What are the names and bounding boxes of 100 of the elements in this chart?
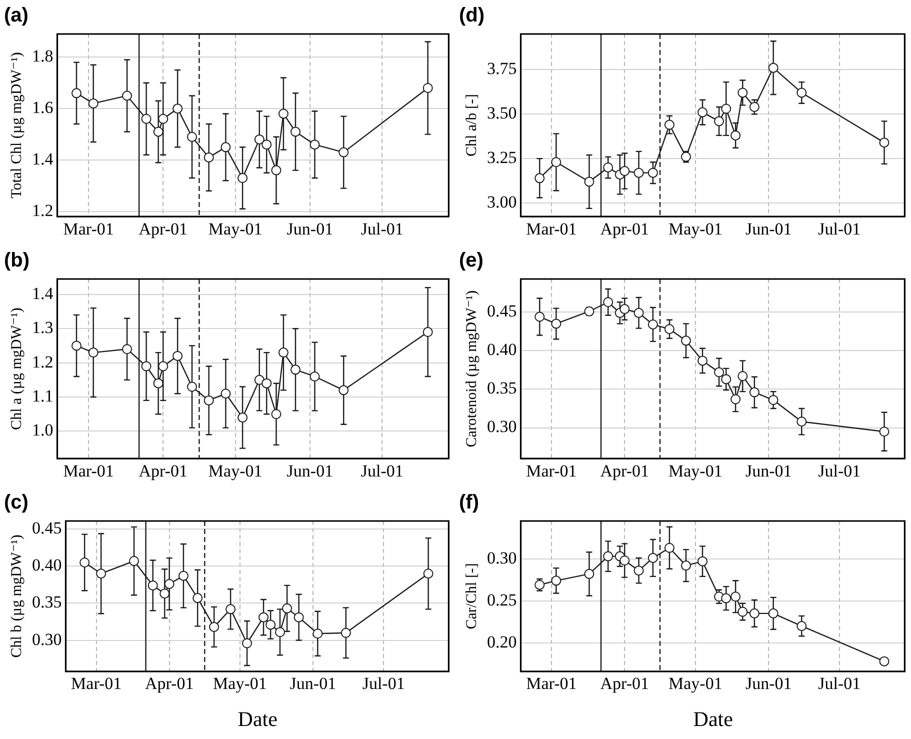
point	[603, 297, 614, 308]
y-tick-label: 0.30	[487, 417, 517, 436]
chart-title: (b)	[4, 250, 30, 272]
y-axis-title: Total Chl (µg mgDW⁻¹)	[8, 52, 25, 198]
x-tick-label: Jun-01	[290, 674, 336, 694]
point	[338, 385, 349, 396]
x-tick-label: May-01	[668, 674, 722, 694]
point	[730, 394, 741, 404]
point	[698, 107, 708, 118]
point	[262, 378, 272, 388]
point	[209, 622, 220, 632]
point	[551, 318, 562, 329]
y-axis-title: Chl a (µg mgDW⁻¹)	[8, 308, 25, 430]
x-tick-label: Jun-01	[745, 674, 792, 694]
point	[738, 371, 748, 382]
x-tick-label: Jul-01	[360, 461, 404, 480]
point	[749, 608, 760, 618]
point	[204, 395, 214, 406]
point	[664, 324, 674, 334]
point	[220, 142, 231, 152]
point	[238, 173, 248, 184]
x-axis-title: Date	[238, 706, 278, 731]
point	[714, 116, 724, 126]
x-tick-label: Jul-01	[818, 219, 861, 238]
x-tick-label: Jun-01	[745, 461, 792, 480]
point	[620, 166, 630, 176]
point	[634, 566, 644, 576]
y-axis-title: Chl a/b [-]	[464, 94, 480, 157]
chart-title: (d)	[459, 4, 485, 27]
x-tick-label: Mar-01	[71, 674, 122, 694]
point	[620, 304, 630, 314]
point	[172, 350, 183, 361]
point	[714, 367, 724, 378]
point	[141, 361, 152, 372]
point	[96, 568, 106, 579]
point	[738, 88, 748, 98]
y-tick-label: 1.0	[32, 420, 54, 440]
point	[238, 412, 248, 423]
point	[768, 395, 778, 406]
point	[698, 356, 708, 366]
x-tick-label: Apr-01	[600, 674, 649, 694]
point	[290, 364, 300, 375]
y-tick-label: 1.3	[32, 318, 54, 338]
point	[738, 606, 748, 617]
y-tick-label: 1.6	[32, 98, 54, 118]
x-tick-label: May-01	[208, 219, 262, 238]
point	[422, 83, 433, 94]
point	[721, 593, 732, 604]
point	[338, 147, 349, 158]
point	[584, 176, 594, 187]
y-tick-label: 0.30	[32, 630, 62, 649]
point	[680, 336, 691, 346]
point	[282, 603, 292, 614]
point	[153, 378, 164, 388]
y-axis-title: Carotenoid (µg mgDW⁻¹)	[464, 290, 480, 448]
point	[88, 98, 98, 108]
point	[620, 555, 630, 566]
point	[122, 344, 132, 354]
x-tick-label: May-01	[208, 461, 262, 480]
x-tick-label: Jul-01	[362, 674, 405, 694]
point	[274, 627, 285, 638]
point	[187, 132, 198, 142]
y-tick-label: 0.40	[32, 556, 62, 575]
point	[258, 612, 269, 622]
point	[310, 140, 320, 150]
y-tick-label: 3.75	[487, 59, 517, 78]
chart-title: (e)	[459, 250, 484, 272]
chart-title: (a)	[4, 4, 28, 27]
point	[192, 593, 203, 604]
point	[158, 361, 168, 372]
point	[122, 90, 132, 101]
point	[158, 114, 168, 124]
x-tick-label: Mar-01	[526, 674, 577, 694]
x-tick-label: Apr-01	[138, 461, 188, 480]
point	[164, 578, 174, 589]
x-tick-label: Mar-01	[526, 219, 577, 238]
x-axis-title: Date	[693, 706, 733, 731]
y-tick-label: 0.35	[487, 378, 517, 398]
point	[242, 638, 252, 648]
point	[271, 409, 282, 420]
x-tick-label: Jul-01	[818, 674, 861, 694]
point	[551, 576, 562, 586]
point	[879, 138, 890, 148]
point	[796, 621, 807, 632]
point	[310, 371, 320, 382]
x-tick-label: Apr-01	[138, 219, 188, 238]
point	[290, 126, 300, 137]
point	[680, 560, 691, 571]
point	[698, 556, 708, 566]
point	[664, 542, 674, 553]
x-tick-label: Mar-01	[63, 461, 114, 480]
y-tick-label: 1.1	[32, 386, 54, 406]
point	[796, 416, 807, 427]
point	[551, 157, 562, 168]
point	[879, 426, 890, 437]
x-tick-label: Mar-01	[526, 461, 577, 480]
y-tick-label: 1.2	[32, 200, 54, 220]
point	[141, 114, 152, 124]
y-tick-label: 1.4	[32, 284, 54, 303]
point	[220, 388, 231, 399]
